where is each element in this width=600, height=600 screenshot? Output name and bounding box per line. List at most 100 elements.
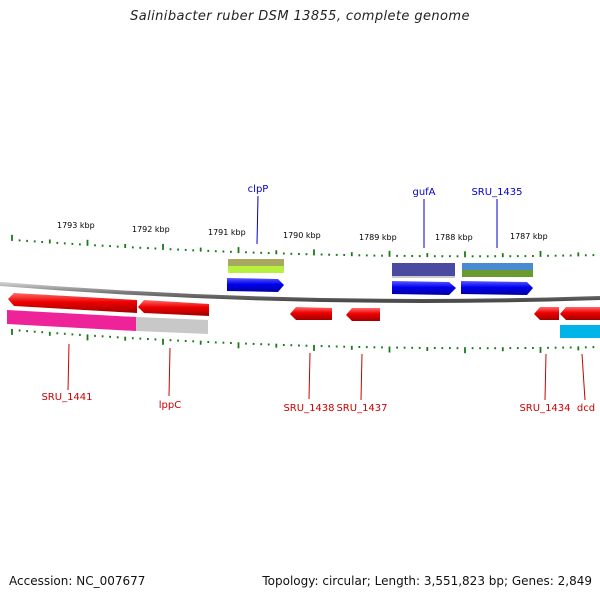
ruler-tick xyxy=(403,346,406,349)
ruler-tick xyxy=(26,239,28,242)
ruler-tick xyxy=(267,343,270,346)
ruler-tick xyxy=(532,255,534,257)
label-connector xyxy=(67,343,70,391)
ruler-tick xyxy=(479,255,481,258)
ruler-top xyxy=(11,234,595,258)
ruler-tick xyxy=(275,343,278,348)
ruler-tick xyxy=(116,245,119,248)
ruler-tick xyxy=(433,255,436,258)
ruler-tick xyxy=(79,333,81,336)
gene-arrow-reverse[interactable] xyxy=(290,307,332,320)
ruler-tick xyxy=(554,346,557,349)
ruler-tick xyxy=(177,339,179,342)
ruler-tick xyxy=(41,331,44,334)
gc-bar xyxy=(462,263,533,270)
ruler-tick xyxy=(365,346,368,349)
gene-arrow-forward[interactable] xyxy=(227,278,284,292)
ruler-tick xyxy=(199,340,202,345)
ruler-tick xyxy=(524,347,527,349)
ruler-tick xyxy=(524,255,527,258)
ruler-tick xyxy=(547,346,549,349)
ruler-tick xyxy=(343,345,346,348)
ruler-label: 1791 kbp xyxy=(208,228,246,237)
gc-bar xyxy=(228,259,284,266)
ruler-tick xyxy=(516,347,519,350)
ruler-tick xyxy=(94,244,96,247)
gc-bar xyxy=(392,263,455,276)
ruler-tick xyxy=(184,248,187,251)
ruler-tick xyxy=(313,344,315,351)
ruler-tick xyxy=(245,342,247,345)
ruler-tick xyxy=(532,347,534,349)
ruler-tick xyxy=(260,251,263,254)
ruler-tick xyxy=(94,334,96,337)
gene-label-forward: SRU_1435 xyxy=(471,187,522,198)
accession-text: Accession: NC_007677 xyxy=(9,574,146,588)
ruler-tick xyxy=(169,339,172,342)
ruler-tick xyxy=(11,234,13,241)
ruler-tick xyxy=(86,239,89,246)
ruler-label: 1788 kbp xyxy=(435,233,473,242)
gene-arrow-forward[interactable] xyxy=(461,281,533,295)
gene-arrow-forward[interactable] xyxy=(392,281,456,295)
ruler-tick xyxy=(86,334,89,341)
ruler-tick xyxy=(350,345,353,350)
ruler-tick xyxy=(471,255,474,258)
ruler-tick xyxy=(350,252,353,257)
ruler-tick xyxy=(222,341,225,344)
ruler-tick xyxy=(449,255,451,258)
ruler-tick xyxy=(592,254,595,257)
ruler-tick xyxy=(63,242,66,245)
ruler-tick xyxy=(267,252,270,255)
ruler-tick xyxy=(214,250,217,253)
ruler-tick xyxy=(11,328,13,335)
ruler-tick xyxy=(335,253,338,256)
ruler-tick xyxy=(207,249,210,252)
gene-label-forward: clpP xyxy=(248,184,269,195)
ruler-tick xyxy=(479,347,481,350)
gene-arrow-reverse[interactable] xyxy=(346,308,380,321)
gene-arrow-reverse[interactable] xyxy=(8,293,137,313)
ruler-tick xyxy=(282,344,285,346)
ruler-tick xyxy=(305,253,308,256)
ruler-tick xyxy=(449,347,451,350)
genome-backbone xyxy=(0,282,600,303)
ruler-tick xyxy=(237,342,240,349)
ruler-tick xyxy=(358,254,361,257)
gene-arrow-reverse[interactable] xyxy=(560,307,600,320)
ruler-tick xyxy=(516,255,519,258)
ruler-tick xyxy=(554,254,557,257)
ruler-tick xyxy=(199,247,202,252)
ruler-tick xyxy=(192,340,195,343)
ruler-tick xyxy=(418,346,421,349)
ruler-tick xyxy=(464,251,466,258)
gene-arrow-reverse[interactable] xyxy=(138,300,209,316)
ruler-tick xyxy=(26,330,28,333)
ruler-tick xyxy=(358,346,361,348)
ruler-tick xyxy=(509,347,512,350)
ruler-label: 1792 kbp xyxy=(132,225,170,234)
ruler-tick xyxy=(305,344,308,347)
ruler-tick xyxy=(577,346,580,351)
ruler-tick xyxy=(396,254,398,257)
ruler-tick xyxy=(147,247,149,250)
ruler-tick xyxy=(298,344,300,347)
ruler-tick xyxy=(313,249,315,256)
gc-bar xyxy=(7,310,136,331)
ruler-tick xyxy=(494,255,497,258)
ruler-tick xyxy=(373,346,376,349)
ruler-tick xyxy=(147,338,149,340)
gene-arrow-reverse[interactable] xyxy=(534,307,559,320)
ruler-label: 1789 kbp xyxy=(359,233,397,242)
ruler-tick xyxy=(456,347,459,350)
ruler-tick xyxy=(335,345,338,348)
ruler-tick xyxy=(471,347,474,350)
ruler-tick xyxy=(237,247,240,254)
gc-bar xyxy=(560,325,600,338)
gc-bar xyxy=(228,266,284,273)
label-connector xyxy=(308,352,311,400)
ruler-tick xyxy=(388,250,391,257)
gene-label-reverse: SRU_1437 xyxy=(336,403,387,414)
ruler-tick xyxy=(154,247,157,250)
